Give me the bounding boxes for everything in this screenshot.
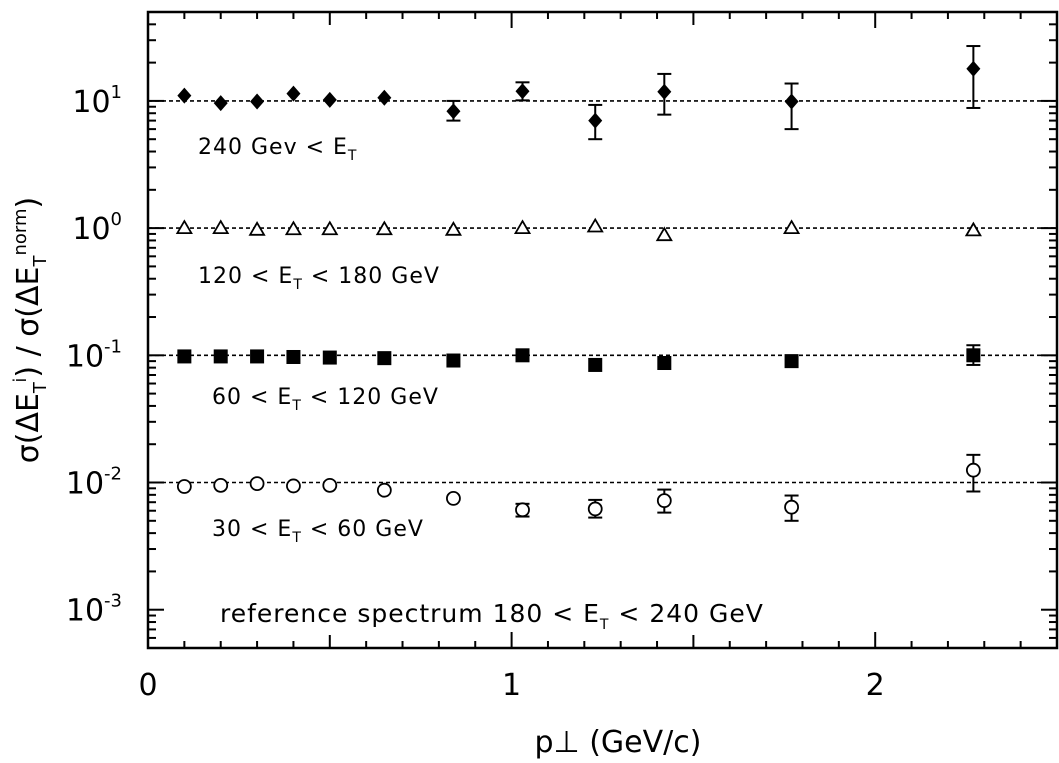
y-tick-label: 10-2 bbox=[66, 464, 122, 502]
data-point-circle bbox=[322, 477, 338, 493]
data-point-circle bbox=[784, 499, 799, 515]
data-point-square bbox=[213, 349, 228, 364]
data-point-triangle bbox=[964, 221, 982, 237]
data-point-triangle bbox=[212, 219, 230, 235]
y-title-part: σ(ΔE bbox=[11, 393, 46, 463]
series-label: 120 < ET < 180 GeV bbox=[198, 264, 440, 293]
data-point-triangle bbox=[175, 219, 193, 235]
data-point-triangle bbox=[321, 220, 339, 236]
series-label-subscript: T bbox=[291, 398, 302, 414]
y-tick-exponent: 0 bbox=[111, 209, 122, 230]
data-point-triangle bbox=[513, 219, 532, 235]
data-point-circle bbox=[376, 482, 392, 498]
y-tick-base: 10 bbox=[72, 212, 110, 247]
y-title-part: ) bbox=[11, 197, 46, 209]
y-tick-base: 10 bbox=[72, 85, 110, 120]
y-tick-exponent: -2 bbox=[104, 464, 122, 485]
data-point-circle bbox=[515, 502, 530, 518]
series-label-subscript: T bbox=[292, 277, 303, 293]
y-tick-label: 10-1 bbox=[66, 336, 122, 374]
data-point-circle bbox=[656, 493, 672, 509]
data-point-square bbox=[250, 349, 265, 364]
y-title-sup: norm bbox=[10, 208, 31, 255]
x-tick-label: 0 bbox=[138, 668, 157, 703]
data-point-square bbox=[322, 350, 337, 365]
reference-label-tail: < 240 GeV bbox=[609, 599, 763, 628]
data-point-square bbox=[966, 348, 981, 363]
x-axis-title: p⊥ (GeV/c) bbox=[535, 725, 702, 760]
data-point-diamond bbox=[377, 89, 392, 106]
data-point-circle bbox=[446, 491, 461, 506]
data-point-square bbox=[784, 354, 799, 369]
series-label-text: 240 Gev < E bbox=[198, 135, 348, 160]
data-point-circle bbox=[286, 478, 301, 494]
y-title-sub: T bbox=[30, 381, 51, 394]
data-point-square bbox=[588, 357, 603, 372]
y-tick-base: 10 bbox=[66, 594, 104, 629]
y-tick-exponent: -3 bbox=[104, 591, 122, 612]
y-tick-base: 10 bbox=[66, 467, 104, 502]
series-label-subscript: T bbox=[347, 148, 358, 164]
series-label: 240 Gev < ET bbox=[198, 135, 357, 164]
data-point-triangle bbox=[444, 221, 462, 236]
data-point-triangle bbox=[284, 220, 303, 236]
data-point-diamond bbox=[515, 83, 530, 100]
reference-label-subscript: T bbox=[599, 617, 610, 633]
series-label-text: 120 < E bbox=[198, 264, 293, 289]
y-tick-label: 101 bbox=[72, 82, 122, 120]
series-label-tail: < 60 GeV bbox=[302, 517, 424, 542]
data-point-triangle bbox=[248, 221, 266, 236]
reference-label-text: reference spectrum 180 < E bbox=[220, 599, 600, 628]
y-title-sub: T bbox=[30, 255, 51, 268]
data-point-square bbox=[377, 351, 392, 366]
data-point-circle bbox=[587, 501, 603, 517]
data-point-square bbox=[657, 356, 672, 371]
data-point-square bbox=[286, 349, 301, 364]
data-point-diamond bbox=[213, 95, 228, 112]
y-tick-base: 10 bbox=[66, 339, 104, 374]
y-title-sup: i bbox=[10, 378, 31, 383]
data-point-circle bbox=[965, 462, 981, 478]
data-point-diamond bbox=[250, 93, 265, 110]
x-tick-label: 2 bbox=[866, 668, 885, 703]
data-point-circle bbox=[213, 477, 229, 493]
series-label-text: 60 < E bbox=[212, 385, 292, 410]
series-label-tail: < 180 GeV bbox=[303, 264, 440, 289]
series-label: 30 < ET < 60 GeV bbox=[212, 517, 424, 546]
y-tick-label: 10-3 bbox=[66, 591, 122, 629]
data-point-diamond bbox=[446, 103, 461, 120]
data-point-diamond bbox=[657, 83, 672, 100]
x-tick-label: 1 bbox=[502, 668, 521, 703]
data-point-triangle bbox=[375, 220, 393, 236]
data-point-square bbox=[177, 349, 192, 364]
data-point-diamond bbox=[966, 60, 981, 77]
data-point-square bbox=[515, 348, 530, 363]
y-title-part: ) / σ(ΔE bbox=[11, 267, 46, 378]
reference-spectrum-label: reference spectrum 180 < ET < 240 GeV bbox=[220, 599, 764, 633]
series-label-tail: < 120 GeV bbox=[302, 385, 439, 410]
data-point-triangle bbox=[586, 217, 604, 233]
data-point-circle bbox=[176, 479, 192, 494]
series-label-subscript: T bbox=[291, 530, 302, 546]
data-point-square bbox=[446, 353, 461, 368]
y-tick-exponent: 1 bbox=[111, 82, 122, 103]
data-point-diamond bbox=[177, 87, 192, 104]
data-point-triangle bbox=[655, 226, 673, 242]
data-point-diamond bbox=[588, 112, 603, 129]
y-tick-exponent: -1 bbox=[104, 336, 122, 357]
y-axis-title: σ(ΔETi) / σ(ΔETnorm) bbox=[10, 197, 51, 464]
series-label: 60 < ET < 120 GeV bbox=[212, 385, 439, 414]
y-tick-label: 100 bbox=[72, 209, 122, 247]
data-point-circle bbox=[249, 476, 265, 492]
data-point-triangle bbox=[783, 219, 801, 235]
data-point-diamond bbox=[322, 91, 337, 108]
series-label-text: 30 < E bbox=[212, 517, 292, 542]
plot-frame bbox=[146, 10, 1059, 650]
data-point-diamond bbox=[286, 85, 301, 102]
data-point-diamond bbox=[784, 93, 799, 110]
